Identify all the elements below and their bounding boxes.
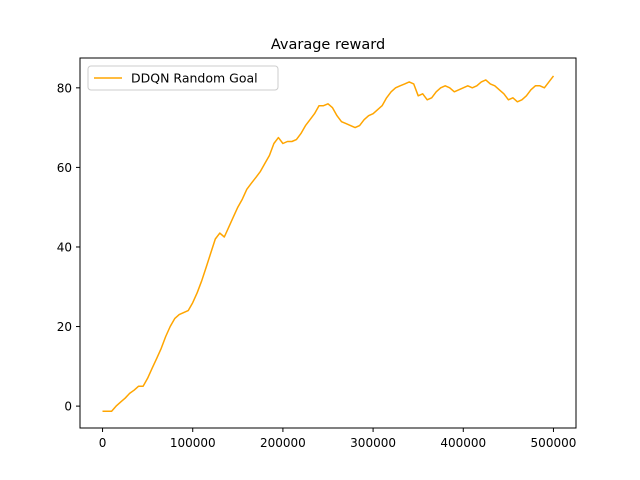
y-tick-label: 0	[64, 400, 72, 414]
axes-frame	[79, 57, 577, 429]
x-tick-label: 100000	[170, 436, 216, 450]
y-tick-label: 20	[57, 320, 72, 334]
x-tick-label: 400000	[440, 436, 486, 450]
legend-label: DDQN Random Goal	[131, 71, 258, 86]
x-axis: 0 100000 200000 300000 400000 500000	[99, 428, 577, 450]
chart-title: Avarage reward	[271, 37, 385, 53]
x-tick-label: 200000	[260, 436, 306, 450]
legend: DDQN Random Goal	[87, 65, 279, 91]
x-tick-label: 300000	[350, 436, 396, 450]
y-axis: 0 20 40 60 80	[57, 81, 80, 414]
y-tick-label: 40	[57, 240, 72, 254]
y-tick-label: 80	[57, 81, 72, 95]
legend-box	[87, 65, 279, 91]
y-tick-label: 60	[57, 161, 72, 175]
x-tick-label: 0	[99, 436, 107, 450]
series-line-0	[102, 75, 555, 413]
plot-area	[102, 75, 555, 413]
x-tick-label: 500000	[531, 436, 577, 450]
